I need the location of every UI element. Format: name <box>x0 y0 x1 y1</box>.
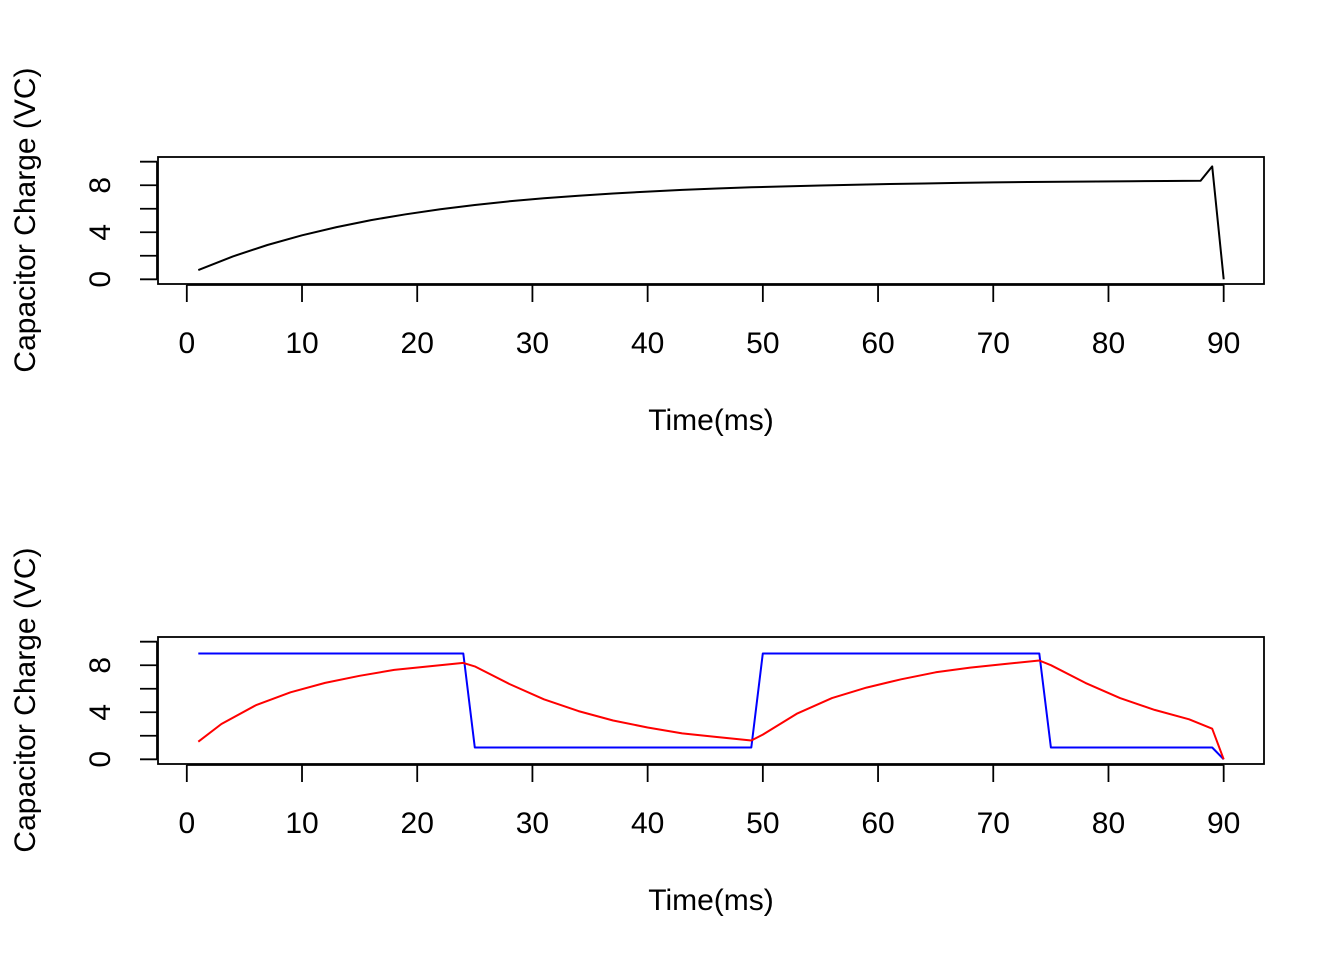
x-axis-title-top: Time(ms) <box>648 404 774 437</box>
y-axis-title-bottom: Capacitor Charge (VC) <box>9 547 42 852</box>
series-line-top-0 <box>197 165 1225 280</box>
y-tick-label-top-4: 4 <box>84 224 117 241</box>
x-tick-label-top-0: 0 <box>178 327 195 360</box>
y-tick-label-bottom-4: 4 <box>84 704 117 721</box>
ticks-top: 0 10 20 30 40 50 60 70 80 90 0 4 8 <box>84 160 1240 360</box>
series-line-bottom-0 <box>198 652 1225 760</box>
x-tick-label-top-80: 80 <box>1092 327 1125 360</box>
series-line-bottom-1 <box>197 659 1225 760</box>
x-tick-label-top-20: 20 <box>401 327 434 360</box>
y-axis-title-top: Capacitor Charge (VC) <box>9 67 42 372</box>
panel-top: 0 10 20 30 40 50 60 70 80 90 0 4 8 Time(ms) Capacito… <box>9 67 1265 437</box>
x-tick-label-top-40: 40 <box>631 327 664 360</box>
series-bottom <box>197 652 1225 760</box>
x-tick-label-bottom-50: 50 <box>746 807 779 840</box>
y-tick-label-top-0: 0 <box>84 271 117 288</box>
x-tick-label-bottom-60: 60 <box>861 807 894 840</box>
x-tick-label-top-70: 70 <box>977 327 1010 360</box>
x-tick-label-top-30: 30 <box>516 327 549 360</box>
x-tick-label-top-60: 60 <box>861 327 894 360</box>
x-tick-label-bottom-10: 10 <box>285 807 318 840</box>
x-tick-label-bottom-40: 40 <box>631 807 664 840</box>
x-tick-label-bottom-80: 80 <box>1092 807 1125 840</box>
x-tick-label-top-90: 90 <box>1207 327 1240 360</box>
series-top <box>197 165 1225 280</box>
x-tick-label-top-50: 50 <box>746 327 779 360</box>
x-tick-label-bottom-30: 30 <box>516 807 549 840</box>
plot-frame-bottom <box>157 636 1265 765</box>
panel-bottom: 0 10 20 30 40 50 60 70 80 90 0 4 8 Time(ms) Capacito… <box>9 547 1265 917</box>
y-tick-label-bottom-8: 8 <box>84 657 117 674</box>
plot-frame-top <box>157 156 1265 285</box>
y-tick-label-top-8: 8 <box>84 177 117 194</box>
x-tick-label-top-10: 10 <box>285 327 318 360</box>
x-tick-label-bottom-90: 90 <box>1207 807 1240 840</box>
y-tick-label-bottom-0: 0 <box>84 751 117 768</box>
x-tick-label-bottom-0: 0 <box>178 807 195 840</box>
x-tick-label-bottom-20: 20 <box>401 807 434 840</box>
x-axis-title-bottom: Time(ms) <box>648 884 774 917</box>
x-tick-label-bottom-70: 70 <box>977 807 1010 840</box>
ticks-bottom: 0 10 20 30 40 50 60 70 80 90 0 4 8 <box>84 640 1240 840</box>
